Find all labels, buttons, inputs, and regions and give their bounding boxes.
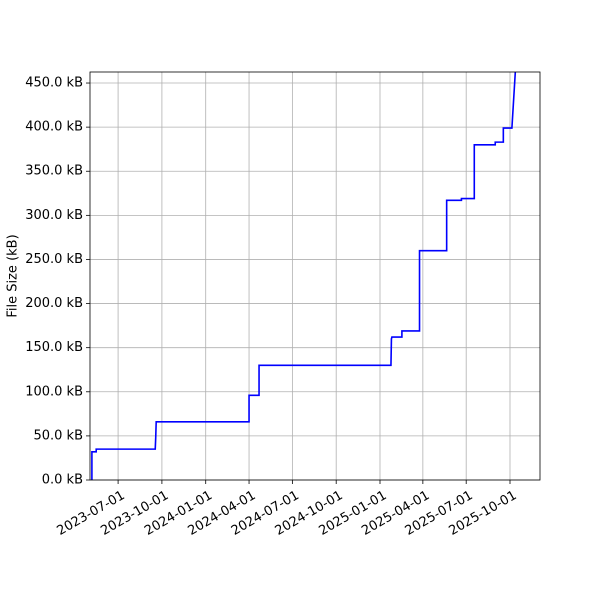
y-tick-label: 100.0 kB — [25, 384, 83, 399]
y-tick-label: 50.0 kB — [33, 428, 83, 443]
data-line — [91, 72, 517, 480]
y-tick-label: 150.0 kB — [25, 340, 83, 355]
y-tick-label: 200.0 kB — [25, 296, 83, 311]
y-tick-label: 450.0 kB — [25, 76, 83, 91]
plot-frame — [89, 71, 541, 481]
y-tick-label: 400.0 kB — [25, 120, 83, 135]
y-tick-label: 350.0 kB — [25, 164, 83, 179]
y-tick-label: 0.0 kB — [42, 473, 83, 488]
y-tick-label: 300.0 kB — [25, 208, 83, 223]
y-tick-label: 250.0 kB — [25, 252, 83, 267]
y-axis-label: File Size (kB) — [6, 234, 21, 317]
